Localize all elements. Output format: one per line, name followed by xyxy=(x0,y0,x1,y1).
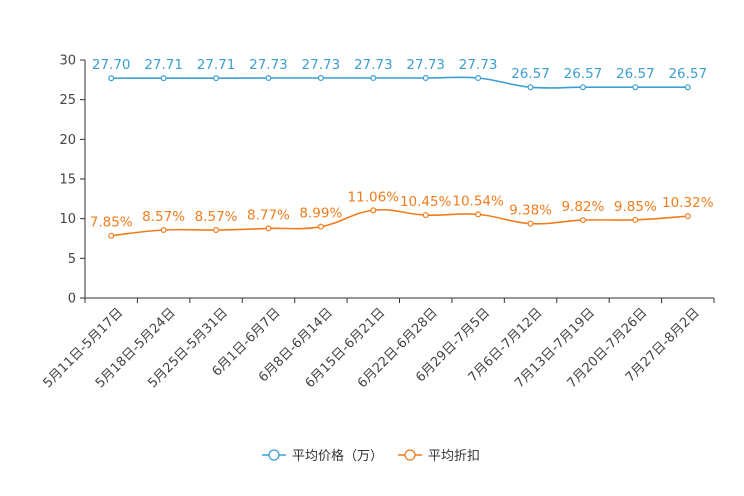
data-point[interactable] xyxy=(160,227,167,234)
data-label: 26.57 xyxy=(616,66,655,82)
data-label: 8.57% xyxy=(195,209,238,225)
data-point[interactable] xyxy=(213,227,220,234)
data-label: 27.71 xyxy=(197,57,236,73)
data-label: 8.77% xyxy=(247,207,290,223)
data-label: 27.73 xyxy=(459,57,498,73)
data-point[interactable] xyxy=(422,75,429,82)
data-point[interactable] xyxy=(213,75,220,82)
data-point[interactable] xyxy=(370,207,377,214)
data-point[interactable] xyxy=(475,211,482,218)
data-label: 10.45% xyxy=(400,194,452,210)
y-tick-label: 5 xyxy=(68,252,76,267)
legend-label: 平均折扣 xyxy=(428,449,480,464)
series-1: 27.70 27.71 27.71 27.73 27.73 27.73 27.73 27.73… xyxy=(92,57,707,91)
legend-item-1[interactable]: 平均价格（万） xyxy=(262,448,383,464)
legend-label: 平均价格（万） xyxy=(292,448,383,464)
y-tick-label: 25 xyxy=(59,93,76,108)
data-point[interactable] xyxy=(475,75,482,82)
data-label: 27.73 xyxy=(249,57,288,73)
data-label: 11.06% xyxy=(348,189,400,205)
data-label: 10.54% xyxy=(452,193,504,209)
series-line xyxy=(111,208,688,237)
data-point[interactable] xyxy=(422,212,429,219)
data-label: 10.32% xyxy=(662,195,714,211)
data-label: 27.73 xyxy=(302,57,341,73)
series-line xyxy=(111,76,688,89)
data-point[interactable] xyxy=(684,213,691,220)
legend[interactable]: 平均价格（万） 平均折扣 xyxy=(262,448,480,464)
data-point[interactable] xyxy=(579,217,586,224)
data-point[interactable] xyxy=(317,223,324,230)
data-label: 26.57 xyxy=(564,66,603,82)
data-point[interactable] xyxy=(160,75,167,82)
y-tick-label: 30 xyxy=(59,54,76,69)
data-label: 9.82% xyxy=(562,199,605,215)
data-label: 27.70 xyxy=(92,57,131,73)
data-point[interactable] xyxy=(108,232,115,239)
data-label: 26.57 xyxy=(511,66,550,82)
data-point[interactable] xyxy=(370,75,377,82)
y-tick-label: 10 xyxy=(59,212,76,227)
legend-marker-icon xyxy=(404,449,416,461)
data-point[interactable] xyxy=(527,220,534,227)
data-point[interactable] xyxy=(265,225,272,232)
data-point[interactable] xyxy=(265,75,272,82)
series-layer: 27.70 27.71 27.71 27.73 27.73 27.73 27.73 27.73… xyxy=(90,57,714,239)
legend-item-2[interactable]: 平均折扣 xyxy=(398,449,480,464)
data-label: 27.71 xyxy=(144,57,183,73)
data-label: 27.73 xyxy=(406,57,445,73)
data-point[interactable] xyxy=(527,84,534,91)
data-label: 9.38% xyxy=(509,203,552,219)
y-tick-label: 0 xyxy=(68,292,76,307)
data-point[interactable] xyxy=(317,75,324,82)
data-label: 9.85% xyxy=(614,199,657,215)
legend-marker-icon xyxy=(268,449,280,461)
data-point[interactable] xyxy=(684,84,691,91)
data-point[interactable] xyxy=(108,75,115,82)
data-point[interactable] xyxy=(579,84,586,91)
y-tick-label: 15 xyxy=(59,173,76,188)
data-label: 26.57 xyxy=(668,66,707,82)
data-point[interactable] xyxy=(632,84,639,91)
data-label: 8.57% xyxy=(142,209,185,225)
series-2: 7.85% 8.57% 8.57% 8.77% 8.99%11.06% 10.45% 10.… xyxy=(90,189,714,239)
y-tick-label: 20 xyxy=(59,133,76,148)
data-label: 8.99% xyxy=(299,206,342,222)
data-label: 27.73 xyxy=(354,57,393,73)
data-point[interactable] xyxy=(632,216,639,223)
data-label: 7.85% xyxy=(90,215,133,231)
